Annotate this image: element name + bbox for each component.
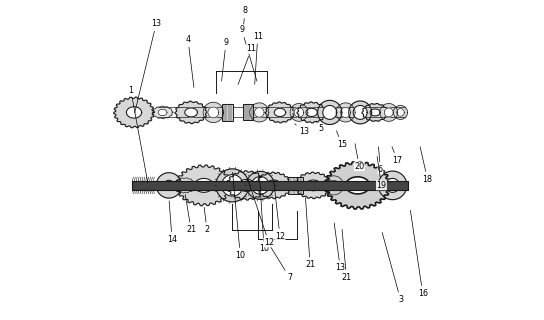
Text: 12: 12	[248, 179, 274, 247]
Text: 17: 17	[392, 147, 403, 164]
Polygon shape	[185, 108, 197, 117]
Polygon shape	[306, 108, 317, 116]
Polygon shape	[158, 109, 167, 116]
Text: 13: 13	[334, 223, 345, 272]
Text: 7: 7	[265, 238, 292, 282]
Text: 11: 11	[238, 44, 256, 84]
Polygon shape	[156, 173, 182, 198]
Text: 3: 3	[382, 232, 403, 304]
Polygon shape	[325, 162, 391, 209]
Polygon shape	[349, 101, 372, 124]
Polygon shape	[345, 177, 370, 194]
Polygon shape	[370, 109, 380, 116]
Text: 13: 13	[295, 124, 309, 136]
Text: 11: 11	[253, 32, 263, 84]
Bar	[222, 104, 233, 121]
Text: 21: 21	[342, 229, 351, 282]
Polygon shape	[294, 172, 332, 199]
Text: 19: 19	[376, 156, 386, 190]
Polygon shape	[274, 108, 286, 116]
Polygon shape	[267, 180, 281, 191]
Polygon shape	[306, 180, 321, 191]
Text: 21: 21	[185, 195, 196, 234]
Text: 4: 4	[186, 35, 194, 87]
Polygon shape	[324, 176, 343, 195]
Polygon shape	[329, 180, 339, 190]
Text: 10: 10	[259, 175, 269, 253]
Text: 21: 21	[305, 198, 315, 269]
Polygon shape	[152, 106, 173, 119]
Text: 5: 5	[317, 121, 324, 133]
Polygon shape	[384, 108, 393, 117]
Polygon shape	[238, 179, 255, 191]
Text: 20: 20	[354, 144, 364, 171]
Polygon shape	[221, 175, 243, 196]
Polygon shape	[251, 177, 269, 194]
Text: 12: 12	[274, 182, 285, 241]
Polygon shape	[226, 171, 267, 200]
Text: 15: 15	[337, 131, 347, 148]
Polygon shape	[336, 103, 355, 122]
Polygon shape	[208, 107, 219, 118]
Polygon shape	[397, 108, 404, 116]
Polygon shape	[380, 104, 398, 121]
Polygon shape	[290, 104, 308, 121]
Polygon shape	[362, 103, 388, 121]
Text: 14: 14	[167, 201, 177, 244]
Polygon shape	[132, 181, 409, 190]
Polygon shape	[246, 172, 274, 199]
Polygon shape	[341, 107, 351, 117]
Polygon shape	[216, 169, 249, 202]
Text: 9: 9	[221, 38, 228, 81]
Polygon shape	[297, 102, 326, 123]
Polygon shape	[203, 102, 224, 123]
Bar	[288, 177, 304, 194]
Polygon shape	[250, 103, 269, 122]
Polygon shape	[176, 165, 232, 206]
Bar	[244, 105, 253, 120]
Text: 13: 13	[135, 19, 161, 113]
Polygon shape	[126, 107, 141, 118]
Polygon shape	[180, 182, 190, 189]
Polygon shape	[194, 178, 213, 192]
Text: 10: 10	[233, 172, 245, 260]
Text: 16: 16	[410, 210, 428, 298]
Text: 2: 2	[204, 207, 209, 234]
Polygon shape	[353, 105, 367, 119]
Polygon shape	[164, 180, 174, 190]
Polygon shape	[255, 108, 264, 117]
Polygon shape	[323, 105, 337, 119]
Polygon shape	[378, 171, 407, 200]
Polygon shape	[294, 108, 304, 117]
Text: 8: 8	[243, 6, 248, 24]
Text: 9: 9	[239, 25, 257, 81]
Polygon shape	[265, 102, 294, 123]
Polygon shape	[256, 172, 292, 199]
Polygon shape	[175, 101, 207, 124]
Text: 6: 6	[378, 147, 383, 174]
Polygon shape	[393, 105, 407, 119]
Polygon shape	[174, 178, 196, 193]
Polygon shape	[386, 178, 399, 192]
Polygon shape	[318, 100, 342, 124]
Polygon shape	[114, 97, 154, 128]
Text: 1: 1	[128, 86, 148, 183]
Text: 18: 18	[420, 147, 432, 184]
